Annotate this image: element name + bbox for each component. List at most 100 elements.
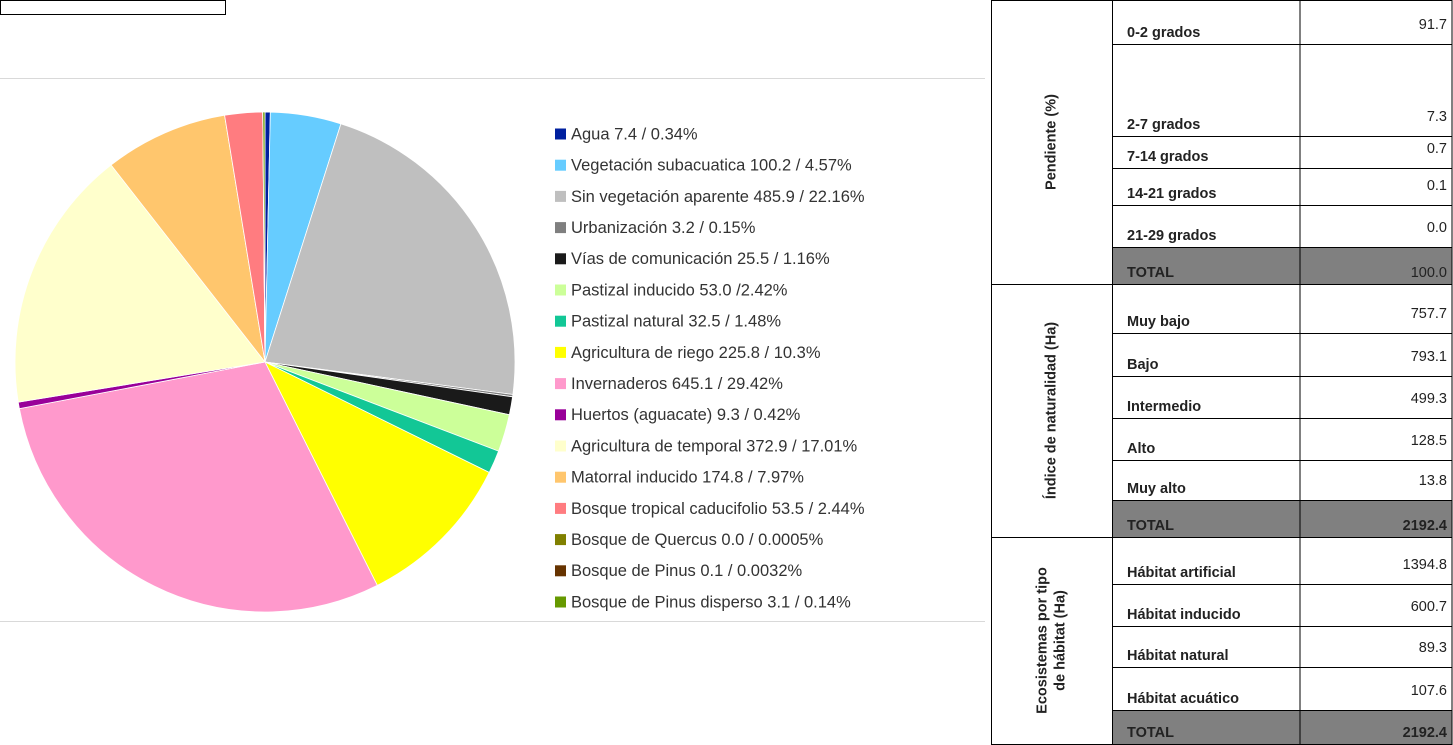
- row-label: 21-29 grados: [1127, 228, 1216, 244]
- row-label: Hábitat natural: [1127, 648, 1229, 664]
- table-cell: [1299, 44, 1453, 137]
- table-cell: [1299, 626, 1453, 668]
- row-label: 14-21 grados: [1127, 186, 1216, 202]
- pie-slice: [262, 111, 266, 363]
- row-value: 793.1: [1411, 349, 1447, 365]
- legend-label: Agua 7.4 / 0.34%: [571, 125, 698, 143]
- legend-swatch: [555, 159, 566, 171]
- legend-swatch: [555, 222, 566, 234]
- table-cell: [1299, 376, 1453, 419]
- row-label: TOTAL: [1127, 265, 1174, 281]
- table-cell: [1111, 205, 1301, 248]
- row-value: 7.3: [1427, 109, 1447, 125]
- legend-label: Sin vegetación aparente 485.9 / 22.16%: [571, 188, 865, 206]
- row-value: 1394.8: [1403, 557, 1447, 573]
- table-cell: [1299, 168, 1453, 206]
- group-cell: [991, 537, 1113, 745]
- row-value: 2192.4: [1403, 518, 1447, 534]
- table-cell: [1299, 136, 1453, 169]
- table-cell: [1299, 537, 1453, 585]
- legend-label: Vegetación subacuatica 100.2 / 4.57%: [571, 157, 852, 175]
- corner-box: [0, 0, 226, 15]
- table-cell: [1111, 136, 1301, 169]
- group-cell: [991, 0, 1113, 285]
- row-label: TOTAL: [1127, 725, 1174, 741]
- table-cell: [1299, 284, 1453, 334]
- legend-swatch: [555, 378, 566, 390]
- table-cell: [1299, 205, 1453, 248]
- legend-swatch: [555, 409, 566, 421]
- pie-slice: [18, 361, 378, 613]
- row-value: 0.7: [1427, 141, 1447, 157]
- legend-label: Invernaderos 645.1 / 29.42%: [571, 375, 783, 393]
- row-label: 0-2 grados: [1127, 25, 1200, 41]
- row-value: 13.8: [1419, 473, 1447, 489]
- legend-label: Huertos (aguacate) 9.3 / 0.42%: [571, 406, 801, 424]
- row-label: 7-14 grados: [1127, 149, 1208, 165]
- row-value: 89.3: [1419, 640, 1447, 656]
- table-cell: [1299, 418, 1453, 461]
- row-value: 2192.4: [1403, 725, 1447, 741]
- legend-label: Pastizal natural 32.5 / 1.48%: [571, 313, 781, 331]
- group-cell: [991, 284, 1113, 538]
- legend-swatch: [555, 471, 566, 483]
- table-cell: [1111, 418, 1301, 461]
- legend-swatch: [555, 534, 566, 546]
- pie-slice: [264, 361, 490, 586]
- row-label: Bajo: [1127, 357, 1159, 373]
- row-value: 0.0: [1427, 220, 1447, 236]
- table-cell: [1111, 537, 1301, 585]
- row-value: 100.0: [1411, 265, 1447, 281]
- table-cell: [1111, 0, 1301, 45]
- legend-label: Bosque tropical caducifolio 53.5 / 2.44%: [571, 500, 865, 518]
- group-label: de hábitat (Ha): [1052, 590, 1068, 691]
- legend-label: Bosque de Pinus 0.1 / 0.0032%: [571, 562, 802, 580]
- row-value: 128.5: [1411, 433, 1447, 449]
- pie-slice: [264, 123, 516, 395]
- table-cell: [1111, 247, 1301, 285]
- legend-swatch: [555, 440, 566, 452]
- pie-slice: [14, 164, 266, 403]
- table-cell: [1299, 584, 1453, 627]
- legend-swatch: [555, 565, 566, 577]
- row-label: Muy alto: [1127, 481, 1186, 497]
- row-label: Intermedio: [1127, 399, 1201, 415]
- row-value: 0.1: [1427, 178, 1447, 194]
- row-value: 600.7: [1411, 599, 1447, 615]
- row-label: Hábitat inducido: [1127, 607, 1241, 623]
- row-value: 757.7: [1411, 306, 1447, 322]
- table-cell: [1299, 500, 1453, 538]
- table-cell: [1299, 460, 1453, 501]
- row-label: Alto: [1127, 441, 1155, 457]
- row-value: 91.7: [1419, 17, 1447, 33]
- row-label: 2-7 grados: [1127, 117, 1200, 133]
- legend-label: Matorral inducido 174.8 / 7.97%: [571, 469, 804, 487]
- row-label: Hábitat artificial: [1127, 565, 1236, 581]
- legend-swatch: [555, 284, 566, 296]
- table-cell: [1111, 584, 1301, 627]
- legend-swatch: [555, 346, 566, 358]
- legend-swatch: [555, 502, 566, 514]
- table-cell: [1299, 0, 1453, 45]
- legend-swatch: [555, 253, 566, 265]
- table-cell: [1299, 333, 1453, 377]
- row-label: Hábitat acuático: [1127, 691, 1239, 707]
- legend-label: Bosque de Quercus 0.0 / 0.0005%: [571, 531, 824, 549]
- row-label: TOTAL: [1127, 518, 1174, 534]
- legend-swatch: [555, 190, 566, 202]
- group-label: Ecosistemas por tipo: [1034, 567, 1050, 714]
- table-cell: [1299, 247, 1453, 285]
- legend-label: Bosque de Pinus disperso 3.1 / 0.14%: [571, 593, 851, 611]
- legend-swatch: [555, 596, 566, 608]
- legend-label: Urbanización 3.2 / 0.15%: [571, 219, 756, 237]
- legend-swatch: [555, 128, 566, 140]
- group-label: Índice de naturalidad (Ha): [1042, 322, 1059, 499]
- row-value: 107.6: [1411, 683, 1447, 699]
- legend-label: Agricultura de temporal 372.9 / 17.01%: [571, 437, 858, 455]
- group-label: Pendiente (%): [1043, 94, 1059, 190]
- row-label: Muy bajo: [1127, 314, 1190, 330]
- legend-label: Pastizal inducido 53.0 /2.42%: [571, 281, 788, 299]
- row-value: 499.3: [1411, 391, 1447, 407]
- legend-label: Agricultura de riego 225.8 / 10.3%: [571, 344, 821, 362]
